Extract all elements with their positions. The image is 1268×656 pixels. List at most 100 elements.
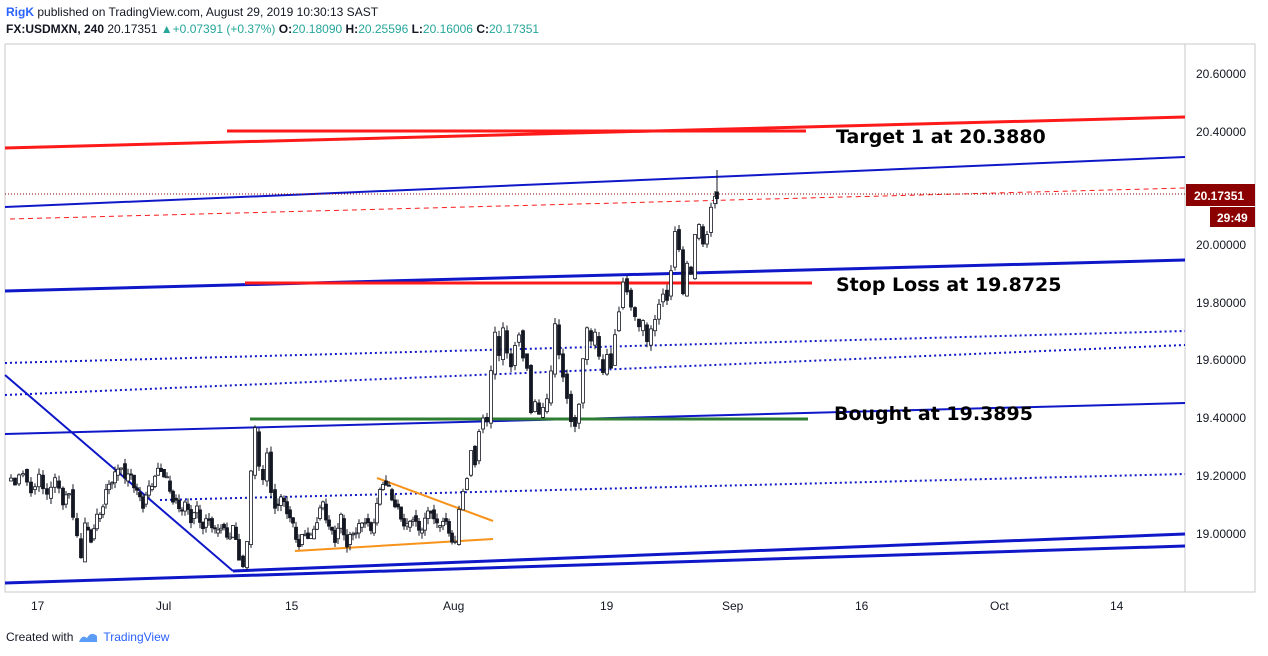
candle-body: [57, 480, 61, 489]
candle-body: [204, 518, 208, 528]
candle-body: [75, 518, 79, 537]
triangle-lower-line[interactable]: [294, 538, 494, 552]
dotted-channel-line-3[interactable]: [159, 473, 1186, 501]
candle-body: [219, 527, 223, 531]
triangle-upper-line[interactable]: [376, 477, 494, 522]
candle-body: [390, 489, 394, 501]
candle-body: [101, 506, 105, 515]
candle-body: [625, 278, 629, 293]
candle-body: [83, 522, 87, 563]
candle-body: [297, 539, 301, 547]
candle-body: [360, 522, 364, 528]
candle-body: [629, 289, 633, 308]
candle-body: [705, 234, 709, 245]
lower-channel-line-2[interactable]: [4, 544, 1186, 585]
dashed-trend-line[interactable]: [9, 187, 1186, 220]
candle-body: [393, 499, 397, 508]
candle-body: [693, 234, 697, 280]
candle-body: [64, 494, 68, 505]
high-label: H:: [345, 22, 359, 36]
candle-body: [265, 452, 269, 482]
tradingview-brand-link[interactable]: TradingView: [103, 630, 170, 644]
candle-body: [253, 427, 257, 476]
candle-body: [477, 431, 481, 462]
candle-body: [408, 520, 412, 528]
candle-body: [438, 525, 442, 528]
price-tag-label: 20.17351: [1194, 189, 1244, 203]
candle-body: [291, 517, 295, 524]
candles: [9, 170, 719, 571]
candle-body: [21, 473, 25, 476]
close-label: C:: [476, 22, 489, 36]
published-info: published on TradingView.com, August 29,…: [37, 5, 379, 19]
candle-body: [505, 330, 509, 354]
candle-body: [29, 481, 33, 494]
candle-body: [234, 526, 238, 540]
candle-body: [363, 522, 367, 525]
candle-body: [673, 231, 677, 268]
candle-body: [33, 486, 37, 491]
mid-channel-line[interactable]: [4, 258, 1186, 293]
candle-body: [89, 529, 93, 543]
y-tick: 19.40000: [1196, 411, 1246, 425]
price-axis[interactable]: 20.60000 20.40000 20.00000 19.80000 19.6…: [1186, 67, 1255, 541]
candle-body: [387, 484, 391, 487]
candle-body: [593, 331, 597, 346]
candle-body: [141, 496, 145, 509]
candle-body: [399, 506, 403, 520]
candle-body: [423, 517, 427, 531]
candle-body: [183, 501, 187, 512]
candle-body: [241, 555, 245, 567]
candle-body: [681, 249, 685, 295]
candle-body: [641, 320, 645, 332]
candle-body: [116, 468, 120, 476]
upper-channel-line[interactable]: [4, 156, 1186, 208]
candle-body: [481, 417, 485, 430]
stop-loss-annotation: Stop Loss at 19.8725: [836, 274, 1062, 296]
lower-channel-line-1[interactable]: [232, 532, 1186, 573]
candle-body: [49, 486, 53, 499]
candle-body: [165, 476, 169, 479]
candle-body: [685, 262, 689, 297]
candle-body: [135, 487, 139, 491]
candle-body: [231, 525, 235, 538]
candle-body: [497, 336, 501, 356]
candle-body: [649, 328, 653, 346]
candle-body: [375, 502, 379, 524]
candle-body: [201, 522, 205, 530]
candle-body: [669, 270, 673, 297]
candle-body: [342, 518, 346, 536]
candle-body: [312, 528, 316, 540]
x-tick: Jul: [156, 599, 171, 613]
y-tick: 20.60000: [1196, 67, 1246, 81]
candle-body: [372, 522, 376, 534]
y-tick: 20.40000: [1196, 125, 1246, 139]
candle-body: [351, 533, 355, 536]
candle-body: [225, 527, 229, 538]
author-name[interactable]: RigK: [6, 5, 34, 19]
x-tick: 15: [285, 599, 299, 613]
candle-body: [110, 482, 114, 485]
candle-body: [381, 484, 385, 490]
bought-annotation: Bought at 19.3895: [834, 403, 1033, 425]
candle-body: [677, 229, 681, 250]
candle-body: [366, 518, 370, 523]
candle-body: [180, 509, 184, 512]
last-price: 20.17351: [107, 22, 158, 36]
candle-body: [493, 331, 497, 375]
candle-body: [119, 467, 123, 470]
candle-body: [318, 507, 322, 519]
time-axis[interactable]: 17 Jul 15 Aug 19 Sep 16 Oct 14: [31, 599, 1124, 613]
candle-body: [473, 445, 477, 466]
dotted-channel-line-2[interactable]: [4, 344, 1186, 396]
candle-body: [132, 474, 136, 489]
up-arrow-icon: ▲: [160, 22, 173, 36]
candle-body: [261, 469, 265, 481]
candle-body: [279, 496, 283, 506]
candle-body: [469, 450, 473, 476]
candle-body: [414, 515, 418, 522]
candle-body: [577, 403, 581, 424]
candle-body: [429, 510, 433, 514]
candle-body: [621, 281, 625, 308]
